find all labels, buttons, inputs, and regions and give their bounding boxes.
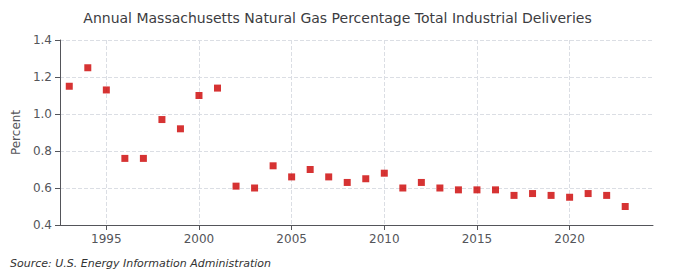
svg-text:2000: 2000 — [184, 232, 215, 246]
svg-text:1.2: 1.2 — [33, 70, 52, 84]
svg-text:Annual Massachusetts Natural G: Annual Massachusetts Natural Gas Percent… — [83, 10, 591, 26]
svg-text:2005: 2005 — [276, 232, 307, 246]
svg-text:1.0: 1.0 — [33, 107, 52, 121]
svg-text:Percent: Percent — [9, 110, 23, 155]
svg-text:0.8: 0.8 — [33, 144, 52, 158]
svg-text:1995: 1995 — [91, 232, 122, 246]
svg-text:2020: 2020 — [554, 232, 585, 246]
svg-text:Source: U.S. Energy Informatio: Source: U.S. Energy Information Administ… — [10, 257, 271, 270]
svg-text:0.6: 0.6 — [33, 181, 52, 195]
svg-text:0.4: 0.4 — [33, 218, 52, 232]
svg-text:2015: 2015 — [462, 232, 493, 246]
svg-text:1.4: 1.4 — [33, 33, 52, 47]
svg-text:2010: 2010 — [369, 232, 400, 246]
